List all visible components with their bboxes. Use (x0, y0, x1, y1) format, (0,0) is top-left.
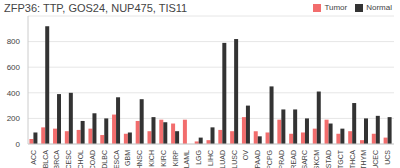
svg-text:400: 400 (8, 89, 21, 98)
svg-text:UCS: UCS (384, 150, 391, 165)
svg-text:SKCM: SKCM (313, 150, 320, 168)
svg-text:LAML: LAML (183, 150, 190, 168)
svg-text:BLCA: BLCA (42, 150, 49, 168)
svg-text:READ: READ (290, 150, 297, 168)
svg-text:LUSC: LUSC (231, 150, 238, 168)
svg-text:BRCA: BRCA (53, 150, 60, 168)
svg-text:TGCT: TGCT (337, 149, 344, 168)
svg-text:CHOL: CHOL (77, 150, 84, 168)
svg-text:ESCA: ESCA (113, 150, 120, 168)
svg-text:THCA: THCA (349, 150, 356, 168)
svg-text:0: 0 (16, 140, 21, 149)
svg-text:PRAD: PRAD (278, 150, 285, 168)
svg-text:ACC: ACC (30, 150, 37, 165)
svg-text:UCEC: UCEC (372, 150, 379, 168)
svg-text:GBM: GBM (124, 150, 131, 166)
svg-text:LGG: LGG (195, 150, 202, 165)
svg-text:OV: OV (242, 150, 249, 160)
svg-text:HNSC: HNSC (136, 150, 143, 168)
svg-text:THYM: THYM (360, 150, 367, 168)
svg-text:COAD: COAD (89, 150, 96, 168)
svg-text:LIHC: LIHC (207, 150, 214, 166)
html-text:ZFP36: TTP, GOS24, NUP475, TIS: ZFP36: TTP, GOS24, NUP475, TIS11 (4, 2, 188, 14)
svg-text:SARC: SARC (301, 150, 308, 168)
svg-text:DLBC: DLBC (101, 150, 108, 168)
svg-text:600: 600 (8, 63, 21, 72)
svg-text:KIRC: KIRC (160, 150, 167, 167)
svg-text:KICH: KICH (148, 150, 155, 167)
html-text:Tumor: Tumor (324, 3, 348, 12)
svg-text:STAD: STAD (325, 150, 332, 168)
svg-text:LUAD: LUAD (219, 150, 226, 168)
svg-text:PCPG: PCPG (266, 150, 273, 168)
svg-text:CESC: CESC (65, 150, 72, 168)
html-text:Normal: Normal (366, 3, 392, 12)
svg-text:PAAD: PAAD (254, 150, 261, 168)
svg-text:200: 200 (8, 114, 21, 123)
svg-text:KIRP: KIRP (172, 150, 179, 167)
svg-text:800: 800 (8, 37, 21, 46)
